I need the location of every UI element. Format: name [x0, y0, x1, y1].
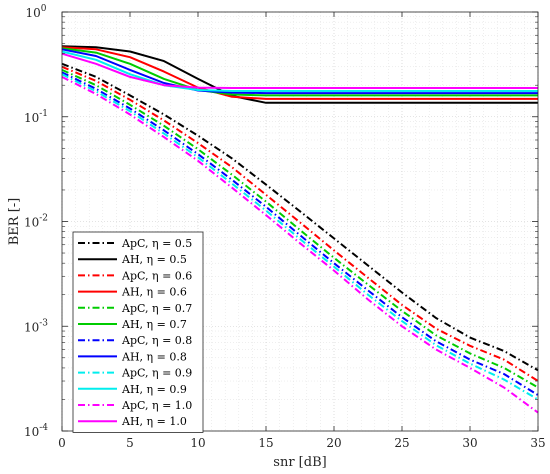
x-axis-label: snr [dB]: [273, 455, 326, 470]
x-tick-label: 35: [530, 436, 545, 450]
y-tick-label: 100: [25, 4, 46, 20]
series-line: [61, 52, 538, 89]
legend-box: [72, 231, 204, 433]
legend-entry-label: ApC, η = 0.6: [121, 269, 192, 282]
x-tick-label: 5: [126, 436, 134, 450]
x-tick-label: 25: [394, 436, 409, 450]
legend-entry-label: AH, η = 0.9: [121, 383, 187, 396]
series-line: [61, 71, 539, 396]
tick-labels: 0 5 10 15 20 25 30 35 10-4 10-3 10-2 10-1 100: [24, 4, 546, 450]
series-line: [61, 73, 539, 401]
series-line: [61, 50, 538, 92]
series-line: [61, 76, 539, 414]
legend: ApC, η = 0.5 AH, η = 0.5 ApC, η = 0.6 AH, η…: [72, 231, 204, 433]
series-layer: [61, 45, 539, 414]
series-line: [61, 48, 538, 95]
x-tick-label: 15: [258, 436, 273, 450]
series-line: [61, 65, 539, 382]
y-tick-label: 10-3: [24, 318, 48, 334]
x-tick-label: 20: [326, 436, 341, 450]
legend-entry-label: AH, η = 0.7: [121, 318, 187, 331]
x-tick-label: 10: [190, 436, 205, 450]
x-tick-label: 0: [58, 436, 66, 450]
x-tick-label: 30: [462, 436, 477, 450]
y-tick-label: 10-1: [24, 109, 48, 125]
series-line: [61, 47, 538, 97]
series-line: [61, 45, 538, 104]
legend-entry-label: AH, η = 0.5: [121, 253, 187, 266]
y-axis-label: BER [-]: [7, 198, 22, 246]
legend-entry-label: ApC, η = 0.8: [121, 334, 192, 347]
y-tick-label: 10-2: [24, 214, 48, 230]
legend-entry-label: AH, η = 0.6: [121, 286, 187, 299]
legend-entry-label: AH, η = 1.0: [121, 415, 187, 428]
legend-entry-label: ApC, η = 0.9: [121, 367, 192, 380]
series-line: [61, 46, 538, 100]
legend-entry-label: AH, η = 0.8: [121, 350, 187, 363]
legend-entry-label: ApC, η = 1.0: [121, 399, 192, 412]
y-tick-label: 10-4: [24, 423, 48, 439]
axis-ticks: [61, 11, 539, 432]
legend-entry-label: ApC, η = 0.7: [121, 302, 192, 315]
series-line: [61, 68, 539, 389]
series-line: [61, 62, 539, 372]
legend-entry-label: ApC, η = 0.5: [121, 237, 192, 250]
